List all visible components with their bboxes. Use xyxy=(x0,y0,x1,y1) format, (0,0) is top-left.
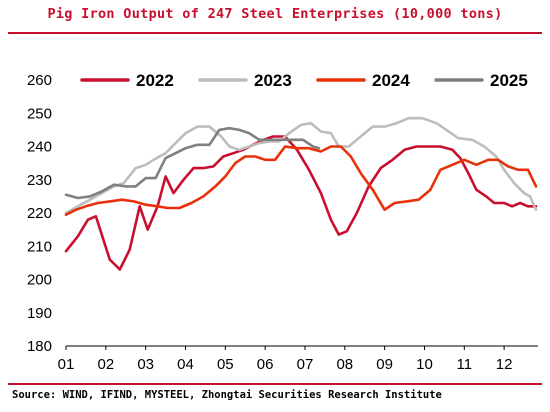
series-line-2023 xyxy=(64,116,538,215)
y-tick-label: 180 xyxy=(27,338,52,355)
source-rule xyxy=(8,383,542,385)
y-tick-label: 210 xyxy=(27,238,52,255)
chart-series xyxy=(64,116,538,271)
y-tick-label: 190 xyxy=(27,305,52,322)
series-line-2024 xyxy=(64,145,538,216)
x-tick-label: 05 xyxy=(217,356,234,373)
series-line-2022 xyxy=(64,135,538,271)
chart-legend: 2022 2023 2024 2025 xyxy=(80,71,528,90)
x-tick-label: 06 xyxy=(257,356,274,373)
y-tick-label: 240 xyxy=(27,139,52,156)
legend-label-2025: 2025 xyxy=(490,71,528,90)
x-tick-label: 09 xyxy=(376,356,393,373)
legend-label-2023: 2023 xyxy=(254,71,292,90)
x-tick-label: 03 xyxy=(137,356,154,373)
x-tick-label: 01 xyxy=(58,356,75,373)
y-tick-label: 230 xyxy=(27,172,52,189)
x-tick-label: 02 xyxy=(97,356,114,373)
legend-label-2022: 2022 xyxy=(136,71,174,90)
series-line-2025 xyxy=(64,126,321,200)
y-tick-label: 250 xyxy=(27,105,52,122)
x-tick-label: 12 xyxy=(496,356,513,373)
source-note: Source: WIND, IFIND, MYSTEEL, Zhongtai S… xyxy=(12,389,442,401)
y-tick-label: 200 xyxy=(27,272,52,289)
x-tick-label: 07 xyxy=(297,356,314,373)
x-tick-label: 10 xyxy=(416,356,433,373)
title-rule xyxy=(8,32,542,34)
legend-label-2024: 2024 xyxy=(372,71,410,90)
chart-axes: 180 190 200 210 220 230 240 250 260 01 02 03 04 05 06 0… xyxy=(27,72,538,373)
x-tick-label: 11 xyxy=(457,356,473,373)
chart-title: Pig Iron Output of 247 Steel Enterprises… xyxy=(47,6,503,22)
x-tick-label: 08 xyxy=(336,356,353,373)
x-tick-label: 04 xyxy=(177,356,194,373)
y-tick-label: 220 xyxy=(27,205,52,222)
y-tick-label: 260 xyxy=(27,72,52,89)
